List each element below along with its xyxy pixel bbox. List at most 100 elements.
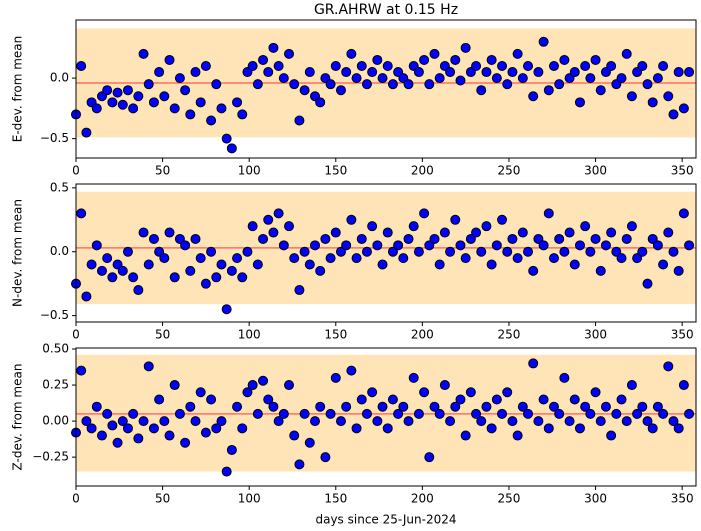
data-point: [211, 423, 222, 434]
data-point: [289, 79, 300, 90]
data-point: [502, 246, 513, 257]
data-point: [122, 423, 133, 434]
data-point: [284, 380, 295, 391]
y-tick-label: 0.50: [42, 342, 69, 356]
data-point: [491, 240, 502, 251]
data-point: [335, 246, 346, 257]
data-point: [564, 227, 575, 238]
data-point: [517, 401, 528, 412]
data-point: [507, 233, 518, 244]
data-point: [554, 408, 565, 419]
x-tick-label: 350: [671, 328, 694, 342]
data-point: [642, 416, 653, 427]
x-tick-label: 0: [72, 164, 80, 178]
data-point: [107, 420, 118, 431]
data-point: [486, 259, 497, 270]
data-point: [361, 408, 372, 419]
data-point: [538, 394, 549, 405]
data-point: [543, 208, 554, 219]
data-point: [398, 401, 409, 412]
data-point: [315, 97, 326, 108]
data-point: [658, 259, 669, 270]
data-point: [356, 61, 367, 71]
data-point: [268, 227, 279, 238]
data-point: [294, 459, 305, 470]
data-point: [195, 387, 206, 398]
data-point: [367, 387, 378, 398]
x-tick-label: 250: [498, 492, 521, 506]
data-point: [554, 233, 565, 244]
data-point: [606, 227, 617, 238]
data-point: [122, 246, 133, 257]
data-point: [154, 394, 165, 405]
data-point: [543, 85, 554, 96]
data-point: [491, 394, 502, 405]
data-point: [523, 246, 534, 257]
data-point: [382, 61, 393, 71]
data-point: [180, 85, 191, 96]
data-point: [309, 416, 320, 427]
data-point: [621, 416, 632, 427]
data-point: [491, 73, 502, 84]
data-point: [606, 61, 617, 71]
data-point: [626, 221, 637, 232]
data-point: [678, 103, 689, 114]
data-point: [476, 85, 487, 96]
data-point: [455, 75, 466, 86]
data-point: [102, 408, 113, 419]
data-point: [346, 214, 357, 225]
data-point: [112, 259, 123, 270]
y-tick-label: 0.0: [50, 71, 69, 85]
data-point: [226, 444, 237, 455]
data-point: [387, 246, 398, 257]
data-point: [580, 401, 591, 412]
data-point: [237, 423, 248, 434]
data-point: [434, 408, 445, 419]
data-point: [278, 408, 289, 419]
data-point: [180, 240, 191, 251]
data-point: [91, 401, 102, 412]
data-point: [206, 115, 217, 126]
data-point: [497, 408, 508, 419]
data-point: [548, 61, 559, 71]
data-point: [523, 61, 534, 71]
data-point: [232, 401, 243, 412]
data-point: [164, 430, 175, 441]
data-point: [595, 416, 606, 427]
x-tick-label: 300: [584, 492, 607, 506]
data-point: [616, 394, 627, 405]
data-point: [595, 265, 606, 276]
data-point: [242, 246, 253, 257]
data-point: [169, 272, 180, 283]
data-point: [403, 233, 414, 244]
data-point: [502, 79, 513, 90]
data-point: [294, 115, 305, 126]
data-point: [673, 67, 684, 78]
data-point: [367, 67, 378, 78]
data-point: [476, 416, 487, 427]
data-point: [611, 408, 622, 419]
data-point: [216, 259, 227, 270]
data-point: [138, 48, 149, 59]
data-point: [190, 233, 201, 244]
data-point: [133, 285, 144, 296]
data-point: [548, 401, 559, 412]
data-point: [195, 253, 206, 264]
data-point: [668, 246, 679, 257]
x-tick-label: 250: [498, 328, 521, 342]
data-point: [632, 408, 643, 419]
y-tick-label: 0.25: [42, 378, 69, 392]
data-point: [538, 36, 549, 47]
data-point: [497, 61, 508, 71]
data-point: [273, 416, 284, 427]
data-point: [512, 430, 523, 441]
data-point: [419, 54, 430, 65]
data-point: [128, 408, 139, 419]
data-point: [294, 285, 305, 296]
data-point: [429, 48, 440, 59]
data-point: [346, 48, 357, 59]
data-point: [678, 208, 689, 219]
data-point: [455, 394, 466, 405]
data-point: [148, 97, 159, 108]
data-point: [289, 253, 300, 264]
